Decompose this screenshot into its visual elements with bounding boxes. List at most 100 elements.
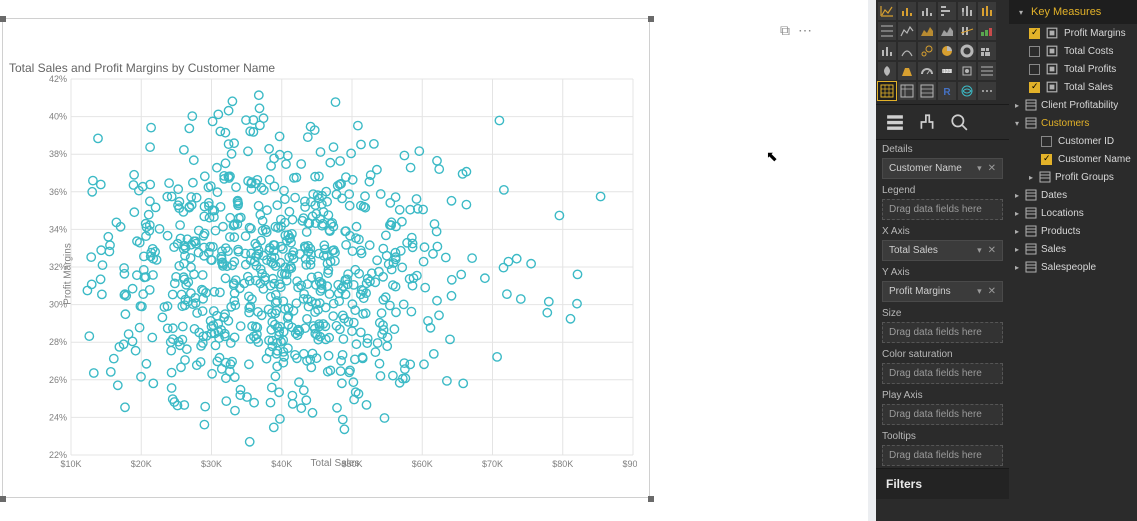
viz-type-icon-16[interactable] — [958, 42, 976, 60]
well-section-legend: LegendDrag data fields here — [876, 181, 1009, 222]
table-item-profit-groups[interactable]: ▸Profit Groups — [1009, 168, 1137, 186]
field-checkbox[interactable] — [1041, 154, 1052, 165]
viz-type-icon-18[interactable] — [878, 62, 896, 80]
field-well[interactable]: Drag data fields here — [882, 404, 1003, 425]
viz-type-icon-15[interactable] — [938, 42, 956, 60]
well-value: Drag data fields here — [889, 368, 982, 379]
viz-type-icon-24[interactable] — [878, 82, 896, 100]
viz-type-icon-21[interactable]: 123 — [938, 62, 956, 80]
well-section-play-axis: Play AxisDrag data fields here — [876, 386, 1009, 427]
viz-type-icon-19[interactable] — [898, 62, 916, 80]
resize-handle-se[interactable] — [648, 496, 654, 502]
table-item-sales[interactable]: ▸Sales — [1009, 240, 1137, 258]
field-checkbox[interactable] — [1029, 28, 1040, 39]
well-label: X Axis — [882, 226, 1003, 237]
field-checkbox[interactable] — [1029, 82, 1040, 93]
chevron-right-icon[interactable]: ▸ — [1027, 173, 1035, 182]
well-value: Total Sales — [889, 245, 938, 256]
viz-type-icon-20[interactable] — [918, 62, 936, 80]
viz-type-icon-6[interactable] — [878, 22, 896, 40]
field-well[interactable]: Customer Name▾✕ — [882, 158, 1003, 179]
field-item-customer-name[interactable]: Customer Name — [1009, 150, 1137, 168]
field-checkbox[interactable] — [1041, 136, 1052, 147]
close-icon[interactable]: ✕ — [988, 163, 996, 174]
viz-type-icon-13[interactable] — [898, 42, 916, 60]
field-well[interactable]: Profit Margins ▾ ✕ — [882, 281, 1003, 302]
close-icon[interactable]: ✕ — [988, 286, 996, 297]
table-item-dates[interactable]: ▸Dates — [1009, 186, 1137, 204]
field-name-label: Customer Name — [1058, 154, 1131, 165]
viz-type-icon-14[interactable] — [918, 42, 936, 60]
field-well[interactable]: Drag data fields here — [882, 322, 1003, 343]
filters-header[interactable]: Filters — [876, 468, 1009, 499]
table-item-customers[interactable]: ▾Customers — [1009, 114, 1137, 132]
viz-type-icon-22[interactable] — [958, 62, 976, 80]
viz-type-icon-9[interactable] — [938, 22, 956, 40]
field-well[interactable]: Total Sales ▾ ✕ — [882, 240, 1003, 261]
table-icon — [1025, 225, 1037, 237]
chevron-down-icon[interactable]: ▾ — [977, 163, 982, 174]
more-options-icon[interactable]: ⋯ — [798, 22, 812, 39]
viz-type-icon-3[interactable] — [938, 2, 956, 20]
field-item-total-sales[interactable]: Total Sales — [1009, 78, 1137, 96]
chevron-down-icon[interactable]: ▾ — [977, 245, 982, 256]
table-item-locations[interactable]: ▸Locations — [1009, 204, 1137, 222]
viz-type-icon-28[interactable] — [958, 82, 976, 100]
well-section-color-saturation: Color saturationDrag data fields here — [876, 345, 1009, 386]
resize-handle-sw[interactable] — [0, 496, 6, 502]
format-tab-icon[interactable] — [918, 113, 936, 131]
field-well[interactable]: Drag data fields here — [882, 363, 1003, 384]
viz-type-icon-2[interactable] — [918, 2, 936, 20]
chevron-right-icon[interactable]: ▸ — [1013, 263, 1021, 272]
chevron-down-icon[interactable]: ▾ — [977, 286, 982, 297]
viz-type-icon-17[interactable] — [978, 42, 996, 60]
chevron-right-icon[interactable]: ▸ — [1013, 245, 1021, 254]
viz-type-icon-23[interactable] — [978, 62, 996, 80]
well-section-y-axis: Y AxisProfit Margins▾✕ — [876, 263, 1009, 304]
viz-type-icon-7[interactable] — [898, 22, 916, 40]
chevron-right-icon[interactable]: ▸ — [1013, 209, 1021, 218]
table-item-client-profitability[interactable]: ▸Client Profitability — [1009, 96, 1137, 114]
viz-type-icon-26[interactable] — [918, 82, 936, 100]
fields-tab-icon[interactable] — [886, 113, 904, 131]
key-measures-header[interactable]: ▾ Key Measures — [1009, 0, 1137, 24]
viz-type-icon-12[interactable] — [878, 42, 896, 60]
resize-handle-ne[interactable] — [648, 16, 654, 22]
field-well[interactable]: Drag data fields here — [882, 199, 1003, 220]
viz-type-icon-5[interactable] — [978, 2, 996, 20]
close-icon[interactable]: ✕ — [988, 245, 996, 256]
field-item-customer-id[interactable]: Customer ID — [1009, 132, 1137, 150]
resize-handle-nw[interactable] — [0, 16, 6, 22]
viz-type-icon-29[interactable] — [978, 82, 996, 100]
focus-mode-icon[interactable]: ⧉ — [780, 22, 790, 39]
field-item-profit-margins[interactable]: Profit Margins — [1009, 24, 1137, 42]
table-item-salespeople[interactable]: ▸Salespeople — [1009, 258, 1137, 276]
field-well[interactable]: Drag data fields here — [882, 445, 1003, 466]
field-checkbox[interactable] — [1029, 64, 1040, 75]
viz-type-icon-10[interactable] — [958, 22, 976, 40]
viz-type-icon-27[interactable]: R — [938, 82, 956, 100]
well-value: Profit Margins — [889, 286, 951, 297]
svg-text:26%: 26% — [49, 375, 67, 385]
viz-type-icon-8[interactable] — [918, 22, 936, 40]
viz-type-icon-1[interactable] — [898, 2, 916, 20]
chevron-down-icon[interactable]: ▾ — [1017, 8, 1025, 17]
chevron-right-icon[interactable]: ▸ — [1013, 101, 1021, 110]
field-item-total-costs[interactable]: Total Costs — [1009, 42, 1137, 60]
visualizations-panel: 123R DetailsCustomer Name▾✕LegendDrag da… — [876, 0, 1009, 521]
viz-type-icon-0[interactable] — [878, 2, 896, 20]
table-item-products[interactable]: ▸Products — [1009, 222, 1137, 240]
viz-type-icon-11[interactable] — [978, 22, 996, 40]
chevron-right-icon[interactable]: ▸ — [1013, 227, 1021, 236]
scatter-chart-visual[interactable]: Total Sales and Profit Margins by Custom… — [2, 18, 650, 498]
report-canvas[interactable]: ⧉ ⋯ Total Sales and Profit Margins by Cu… — [0, 0, 820, 521]
viz-type-icon-25[interactable] — [898, 82, 916, 100]
analytics-tab-icon[interactable] — [950, 113, 968, 131]
chevron-right-icon[interactable]: ▸ — [1013, 191, 1021, 200]
table-icon — [1039, 171, 1051, 183]
table-icon — [1025, 261, 1037, 273]
field-checkbox[interactable] — [1029, 46, 1040, 57]
field-item-total-profits[interactable]: Total Profits — [1009, 60, 1137, 78]
viz-type-icon-4[interactable] — [958, 2, 976, 20]
chevron-down-icon[interactable]: ▾ — [1013, 119, 1021, 128]
